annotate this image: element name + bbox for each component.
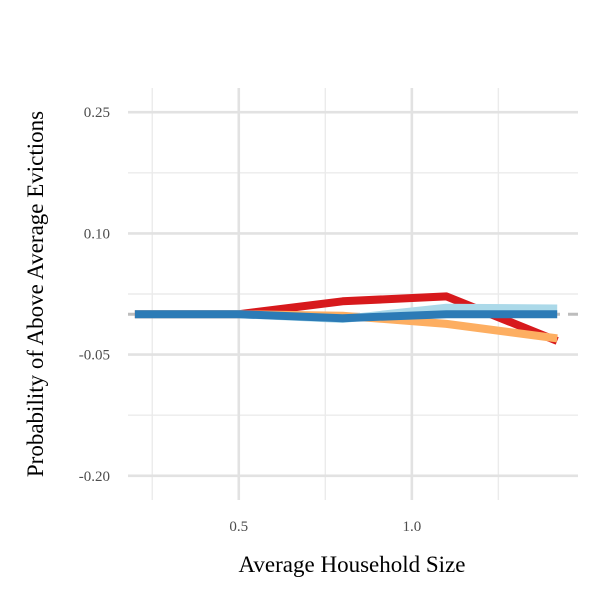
grid bbox=[128, 88, 578, 500]
y-axis-title: Probability of Above Average Evictions bbox=[23, 111, 48, 477]
x-tick-label: 0.5 bbox=[229, 519, 248, 535]
y-tick-label: 0.10 bbox=[84, 226, 110, 242]
y-tick-label: -0.05 bbox=[79, 348, 110, 364]
x-tick-label: 1.0 bbox=[402, 519, 421, 535]
series-layer bbox=[134, 292, 559, 345]
y-tick-label: -0.20 bbox=[79, 469, 110, 485]
series-line-4 bbox=[134, 310, 558, 323]
tick-labels: 0.25 0.10 -0.05 -0.20 0.5 1.0 bbox=[79, 105, 421, 535]
x-axis-title: Average Household Size bbox=[239, 552, 466, 577]
y-tick-label: 0.25 bbox=[84, 105, 110, 121]
